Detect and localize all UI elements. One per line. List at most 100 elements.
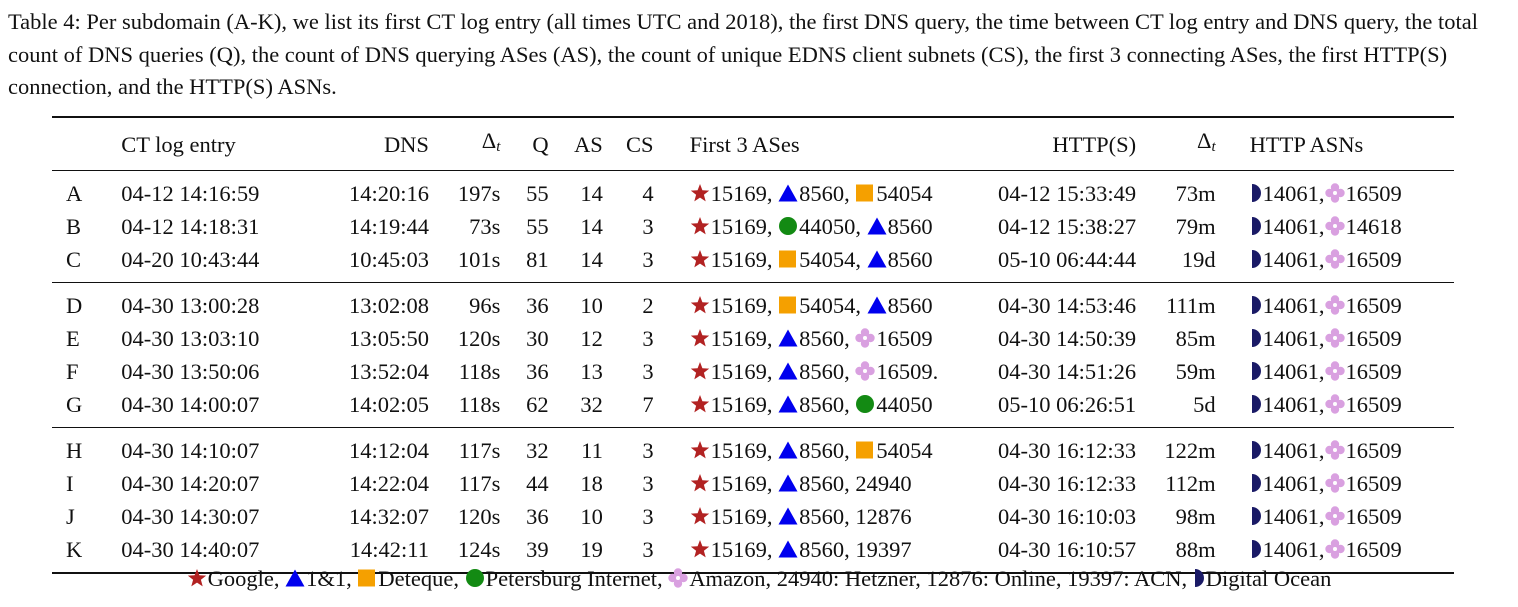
asn-number: 14061 [1262,438,1319,463]
asn-number: 14061 [1262,537,1319,562]
cell-dns: 14:42:11 [324,533,429,574]
flower-icon [1324,328,1345,348]
separator: , [844,359,856,384]
table-row: H 04-30 14:10:07 14:12:04 117s 32 11 3 15169, 8… [52,427,1454,467]
cell-http-asns: 14061, 14618 [1216,210,1454,243]
separator: , [766,247,779,272]
triangle-icon [778,540,798,558]
cell-http-asns: 14061, 16509 [1215,427,1454,467]
star-icon [690,362,709,380]
cell-dns: 14:12:04 [324,427,429,467]
cell-subdomain: B [66,214,82,239]
cell-http: 05-10 06:26:51 [997,392,1137,417]
cell-delta-http: 85m [1175,326,1216,351]
circle-icon [779,217,798,235]
triangle-icon [778,507,798,525]
cell-subdomain: C [66,247,82,272]
cell-dns: 14:20:16 [348,181,429,206]
half-moon-icon [1251,184,1261,202]
cell-first-ases: 15169, 8560, 24940 [654,467,981,500]
cell-as: 10 [580,504,603,529]
cell-delta-http: 88m [1136,533,1216,574]
separator: , [844,471,856,496]
separator: , [844,181,856,206]
legend-entry: Petersburg Internet, [485,566,669,591]
cell-subdomain: E [66,326,80,351]
separator: , [766,471,779,496]
cell-dns: 14:22:04 [348,471,429,496]
cell-dns: 14:02:05 [348,392,429,417]
cell-first-ases: 15169, 54054, 8560 [653,282,981,322]
asn-number: 8560 [887,214,933,239]
half-moon-icon [1251,395,1261,413]
triangle-icon [778,441,798,459]
triangle-icon [867,296,887,314]
square-icon [358,569,376,587]
cell-cs: 3 [642,359,654,384]
legend-entry: Google, [207,566,286,591]
separator: , [766,392,779,417]
cell-http-asns: 14061, 16509 [1216,243,1454,283]
asn-number: 14061 [1262,326,1319,351]
separator: , [844,504,856,529]
table-row: F 04-30 13:50:06 13:52:04 118s 36 13 3 15169, 8… [52,355,1454,388]
cell-http-asns: 14061, 16509 [1216,500,1454,533]
asn-number: 8560 [799,392,845,417]
table-row: D 04-30 13:00:28 13:02:08 96s 36 10 2 15169, 54… [52,282,1454,322]
cell-http: 04-12 15:38:27 [997,214,1137,239]
asn-number: 8560 [799,504,845,529]
table-row: E 04-30 13:03:10 13:05:50 120s 30 12 3 15169, 8… [52,322,1454,355]
flower-icon [1324,473,1345,493]
star-icon [690,395,709,413]
triangle-icon [778,362,798,380]
cell-first-ases: 15169, 54054, 8560 [654,243,981,283]
cell-subdomain: H [52,427,122,467]
cell-delta: 117s [428,427,501,467]
flower-icon [1324,216,1345,236]
cell-ct-log-entry: 04-20 10:43:44 [121,247,260,272]
asn-number: 8560 [887,247,933,272]
cell-subdomain: I [66,471,74,496]
half-moon-icon [1251,250,1261,268]
separator: . [932,359,939,384]
cell-delta-http: 122m [1136,427,1216,467]
circle-icon [465,569,484,587]
cell-http-asns: 14061, 16509 [1216,388,1454,428]
triangle-icon [778,329,798,347]
flower-icon [855,361,876,381]
separator: , [1318,247,1325,272]
cell-first-ases: 15169, 8560, 54054 [654,171,981,211]
cell-dns: 13:52:04 [348,359,429,384]
separator: , [766,326,779,351]
cell-ct-log-entry: 04-30 14:10:07 [121,427,325,467]
header-as: AS [574,131,603,157]
separator: , [844,326,856,351]
cell-as: 11 [548,427,603,467]
cell-http-asns: 14061, 16509 [1216,467,1454,500]
triangle-icon [778,474,798,492]
asn-number: 54054 [799,293,856,318]
cell-ct-log-entry: 04-30 14:00:07 [121,392,260,417]
cell-cs: 3 [642,504,654,529]
cell-q: 36 [526,359,549,384]
half-moon-icon [1194,569,1204,587]
asn-number: 24940 [855,471,912,496]
asn-number: 16509 [1345,438,1402,463]
cell-delta: 118s [458,392,501,417]
delta-symbol: Δ [1197,128,1212,153]
separator: , [1318,326,1325,351]
table-row: B 04-12 14:18:31 14:19:44 73s 55 14 3 15169, 44… [52,210,1454,243]
cell-delta: 120s [457,326,501,351]
asn-number: 16509 [1345,326,1402,351]
delta-symbol: Δ [481,128,497,153]
cell-first-ases: 15169, 8560, 54054 [653,427,981,467]
asn-number: 54054 [876,438,933,463]
separator: , [766,214,779,239]
asn-number: 19397 [855,537,912,562]
cell-dns: 14:32:07 [348,504,429,529]
asn-number: 16509 [1345,392,1402,417]
cell-cs: 3 [642,247,654,272]
asn-number: 15169 [710,359,767,384]
separator: , [855,293,867,318]
